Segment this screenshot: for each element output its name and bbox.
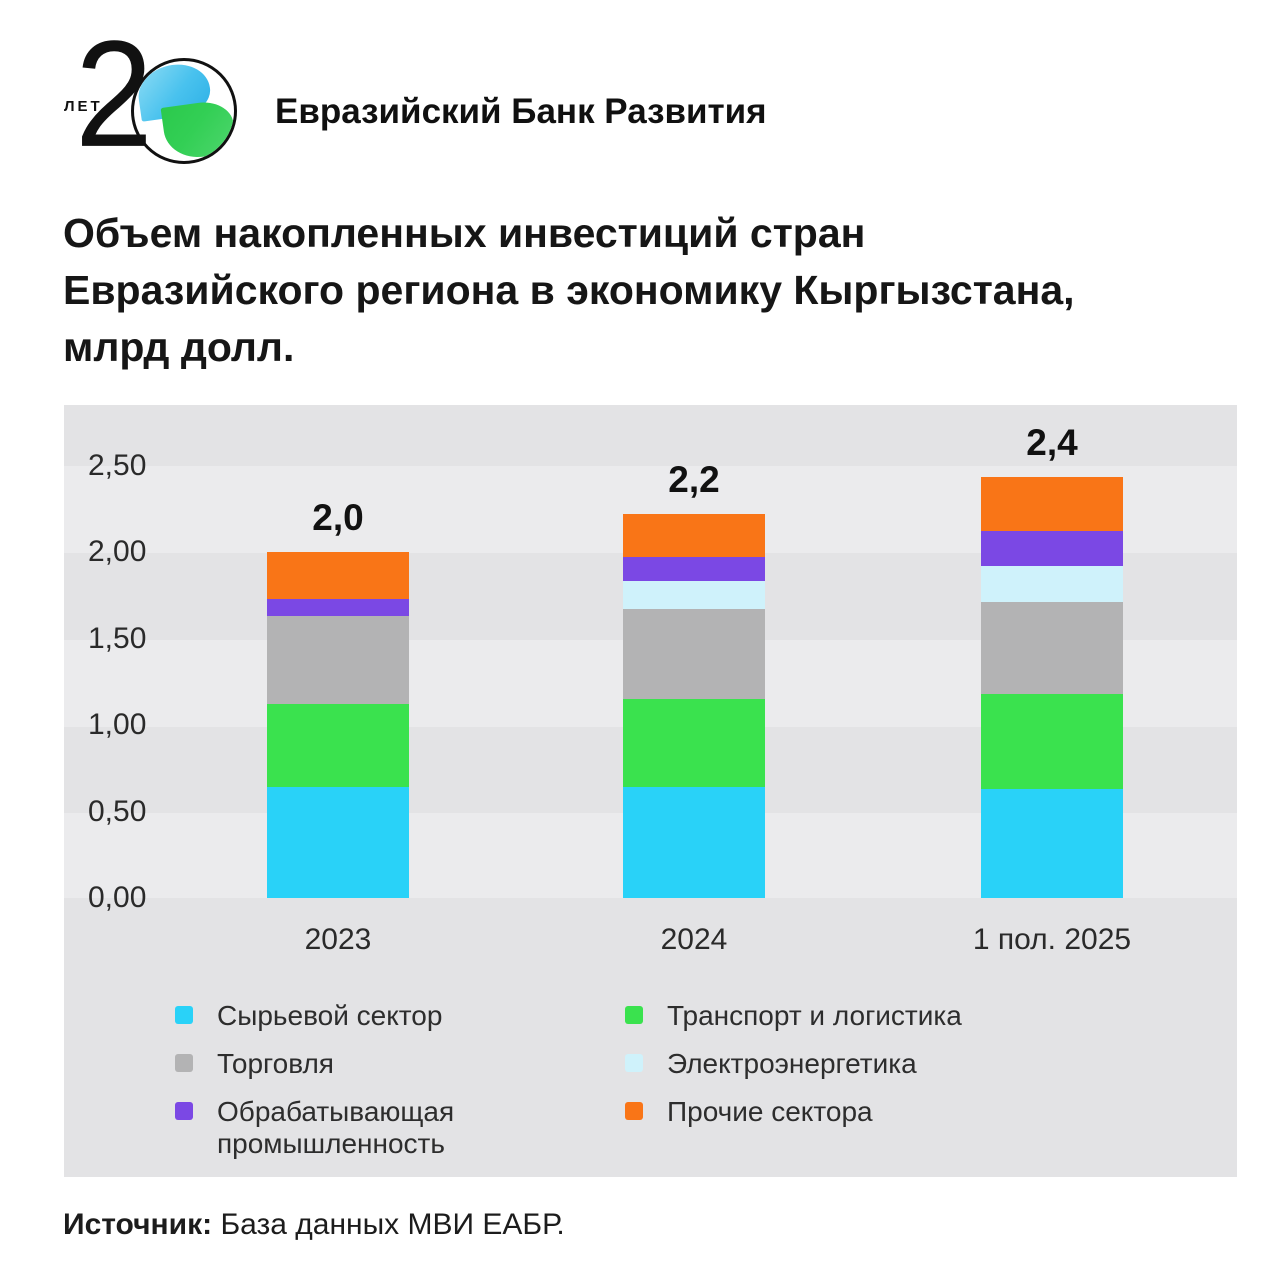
y-tick-label: 0,00 [88, 881, 147, 914]
bar-segment-Прочие сектора [623, 514, 765, 557]
legend-swatch [175, 1006, 193, 1024]
bar-1 пол. 2025 [981, 405, 1123, 898]
bar-segment-Обрабатывающая промышленность [267, 599, 409, 616]
logo-circle-icon [131, 58, 237, 164]
x-tick-label: 1 пол. 2025 [972, 923, 1132, 956]
title-line-3: млрд долл. [63, 324, 295, 370]
chart-panel: 2,50 2,00 1,50 1,00 0,50 0,00 2,0 2023 2,2 2024 2,… [64, 405, 1237, 1177]
legend-item: Обрабатывающая промышленность [175, 1096, 577, 1160]
y-tick-label: 2,50 [88, 449, 147, 482]
bar-segment-Сырьевой сектор [981, 789, 1123, 898]
legend-label: Электроэнергетика [667, 1048, 917, 1079]
bar-segment-Сырьевой сектор [623, 787, 765, 898]
y-tick-label: 2,00 [88, 535, 147, 569]
source-text: База данных МВИ ЕАБР. [212, 1208, 565, 1241]
legend-label: Сырьевой сектор [217, 1000, 443, 1031]
bar-segment-Обрабатывающая промышленность [981, 531, 1123, 566]
legend-item: Транспорт и логистика [625, 1000, 962, 1032]
bar-segment-Электроэнергетика [623, 581, 765, 609]
bar-2024 [623, 405, 765, 898]
x-tick-label: 2024 [660, 923, 728, 956]
legend-swatch [625, 1102, 643, 1120]
x-tick-label: 2023 [304, 923, 372, 956]
logo-years-label: ЛЕТ [64, 98, 103, 115]
bar-segment-Сырьевой сектор [267, 787, 409, 898]
legend-item: Прочие сектора [625, 1096, 873, 1128]
legend-swatch [625, 1054, 643, 1072]
legend-label: Транспорт и логистика [667, 1000, 962, 1031]
legend-swatch [175, 1102, 193, 1120]
bar-segment-Торговля [623, 609, 765, 699]
bar-2023 [267, 405, 409, 898]
page-title: Объем накопленных инвестиций стран Евраз… [63, 205, 1203, 376]
legend-label: Прочие сектора [667, 1096, 873, 1127]
legend-swatch [625, 1006, 643, 1024]
legend-item: Электроэнергетика [625, 1048, 917, 1080]
legend-swatch [175, 1054, 193, 1072]
bar-segment-Транспорт и логистика [267, 704, 409, 787]
y-tick-label: 1,50 [88, 621, 147, 655]
bar-segment-Торговля [981, 602, 1123, 694]
bar-total-label: 2,2 [668, 459, 720, 500]
legend-label: Обрабатывающая промышленность [217, 1096, 455, 1159]
bank-name: Евразийский Банк Развития [275, 92, 767, 131]
bar-segment-Прочие сектора [267, 552, 409, 599]
bar-segment-Транспорт и логистика [623, 699, 765, 787]
legend-item: Сырьевой сектор [175, 1000, 442, 1032]
bar-segment-Электроэнергетика [981, 566, 1123, 602]
y-tick-label: 1,00 [88, 708, 147, 742]
bar-total-label: 2,4 [1026, 422, 1078, 463]
title-line-1: Объем накопленных инвестиций стран [63, 210, 866, 256]
source-label: Источник: [63, 1208, 213, 1241]
y-tick-label: 0,50 [88, 794, 147, 828]
legend-label: Торговля [217, 1048, 334, 1079]
bar-segment-Транспорт и логистика [981, 694, 1123, 789]
logo-green-leaf-shape [160, 98, 234, 161]
source-line: Источник: База данных МВИ ЕАБР. [63, 1208, 565, 1242]
bar-segment-Прочие сектора [981, 477, 1123, 531]
eabr-logo: 2 ЛЕТ [63, 18, 248, 169]
bar-total-label: 2,0 [312, 497, 364, 538]
bar-segment-Обрабатывающая промышленность [623, 557, 765, 581]
bar-segment-Торговля [267, 616, 409, 704]
title-line-2: Евразийского региона в экономику Кыргызс… [63, 267, 1075, 313]
legend-item: Торговля [175, 1048, 334, 1080]
